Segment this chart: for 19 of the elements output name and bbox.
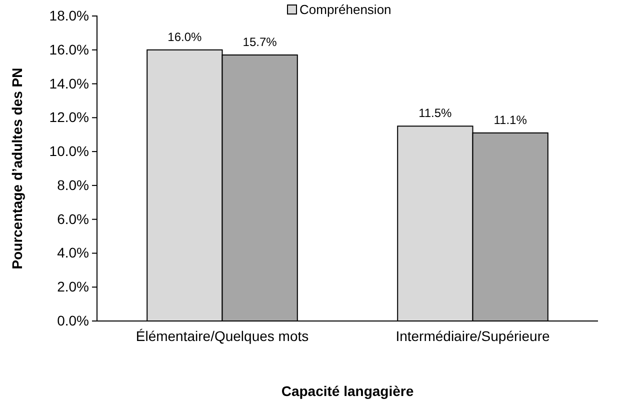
- y-tick-label: 2.0%: [57, 278, 89, 295]
- legend-label: Compréhension: [300, 2, 392, 17]
- data-label: 15.7%: [242, 34, 278, 49]
- x-tick-label: Élémentaire/Quelques mots: [136, 328, 309, 344]
- data-label: 16.0%: [168, 30, 202, 44]
- x-tick-label: Intermédiaire/Supérieure: [396, 328, 550, 344]
- data-label: 11.1%: [494, 112, 528, 127]
- x-axis-title: Capacité langagière: [281, 383, 414, 399]
- y-tick-label: 14.0%: [49, 75, 89, 92]
- data-label: 11.5%: [418, 106, 452, 120]
- y-tick-label: 0.0%: [57, 312, 89, 328]
- y-tick-label: 16.0%: [49, 41, 89, 58]
- y-tick-label: 10.0%: [49, 143, 89, 160]
- y-tick-label: 12.0%: [49, 109, 89, 126]
- y-tick-label: 6.0%: [57, 210, 89, 227]
- y-tick-label: 4.0%: [57, 244, 89, 261]
- y-tick-label: 8.0%: [57, 176, 89, 193]
- y-tick-label: 18.0%: [49, 7, 89, 24]
- y-axis-title: Pourcentage d’adultes des PN: [9, 68, 25, 270]
